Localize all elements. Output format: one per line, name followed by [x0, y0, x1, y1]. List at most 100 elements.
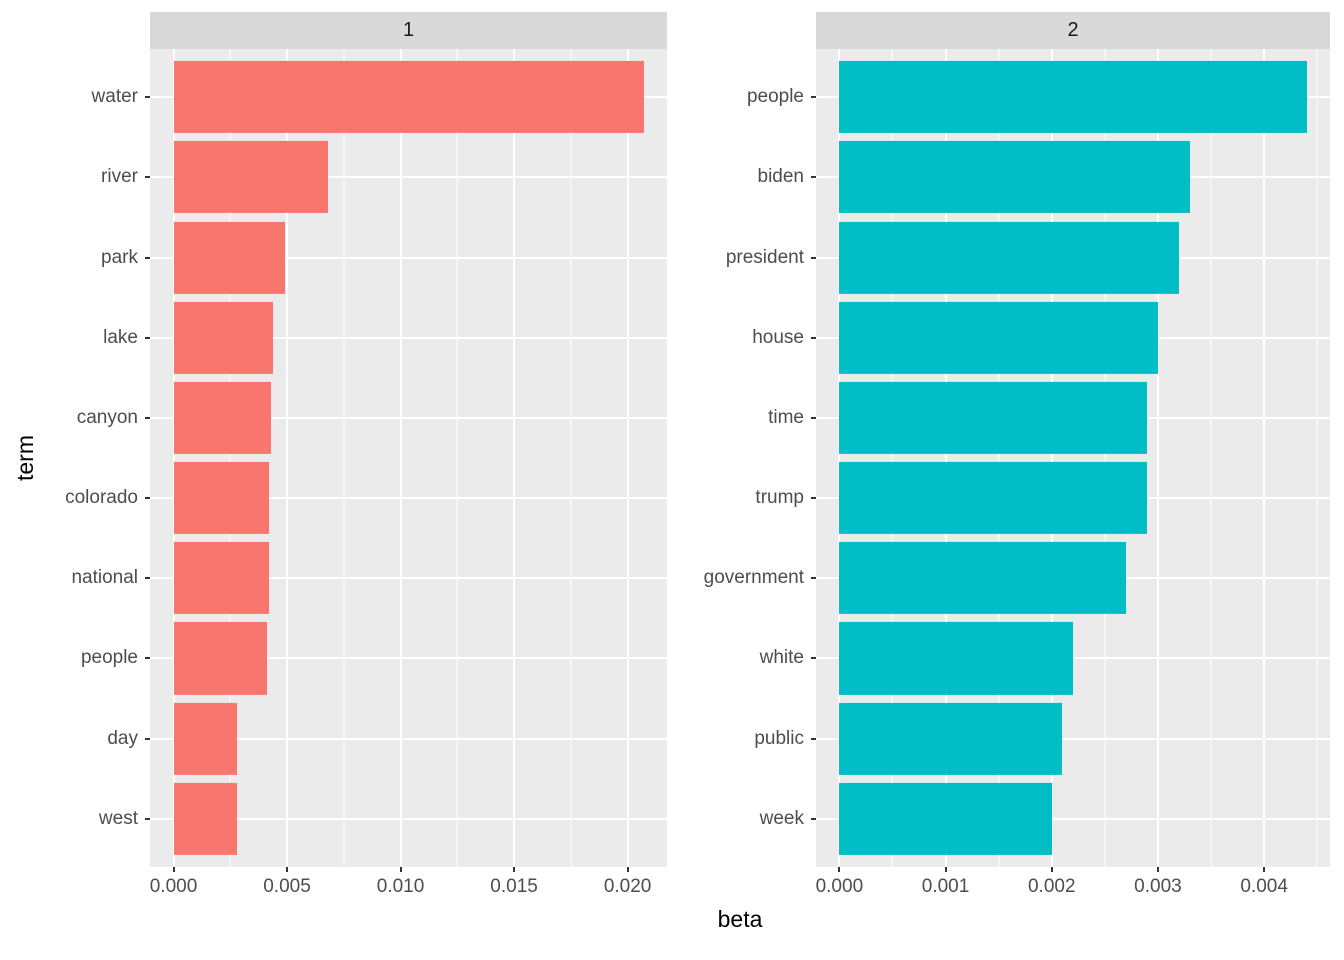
y-tick-mark [145, 657, 150, 660]
gridline-major [944, 49, 947, 867]
y-tick-label-west: west [98, 807, 138, 829]
y-tick-label-colorado: colorado [65, 487, 138, 509]
x-tick-label: 0.003 [1134, 876, 1182, 897]
y-tick-mark [811, 336, 816, 339]
y-tick-mark [145, 416, 150, 419]
y-tick-mark [811, 737, 816, 740]
gridline-minor [343, 49, 345, 867]
gridline-category [150, 577, 667, 580]
gridline-major [1156, 49, 1159, 867]
bar-government [839, 542, 1127, 615]
bar-people [173, 622, 267, 695]
gridline-category [150, 416, 667, 419]
gridline-major [1263, 49, 1266, 867]
gridline-category [150, 256, 667, 259]
y-tick-label-people: people [80, 647, 138, 669]
gridline-category [150, 497, 667, 500]
gridline-minor [1104, 49, 1106, 867]
y-tick-label-president: president [725, 246, 804, 268]
x-tick-mark [838, 867, 841, 872]
bar-west [173, 782, 238, 855]
bar-river [173, 141, 328, 214]
bar-park [173, 221, 285, 294]
bar-day [173, 702, 238, 775]
bar-time [839, 381, 1148, 454]
gridline-category [150, 817, 667, 820]
x-tick-label: 0.000 [149, 876, 198, 897]
y-tick-mark [811, 256, 816, 259]
bar-week [839, 782, 1052, 855]
bar-water [173, 61, 644, 134]
x-tick-mark [513, 867, 516, 872]
facet-2-panel [816, 49, 1330, 867]
y-tick-label-house: house [752, 326, 804, 348]
y-tick-mark [811, 577, 816, 580]
facet-2-x-axis: 0.000 0.001 0.002 0.003 0.004 [816, 867, 1330, 901]
y-tick-mark [145, 336, 150, 339]
bar-house [839, 301, 1158, 374]
y-tick-mark [811, 176, 816, 179]
bar-colorado [173, 462, 269, 535]
x-tick-label: 0.000 [815, 876, 864, 897]
facet-2-y-axis-labels: people biden president house time trump govern… [685, 49, 816, 867]
y-tick-mark [811, 416, 816, 419]
gridline-minor [998, 49, 1000, 867]
y-tick-label-public: public [754, 727, 804, 749]
bar-white [839, 622, 1073, 695]
y-axis-title-text: term [11, 435, 38, 481]
y-tick-label-time: time [768, 406, 804, 428]
bar-people [839, 61, 1307, 134]
x-tick-label: 0.005 [263, 876, 311, 897]
y-tick-label-day: day [107, 727, 138, 749]
gridline-minor [1316, 49, 1318, 867]
gridline-category [150, 176, 667, 179]
gridline-minor [456, 49, 458, 867]
bar-canyon [173, 381, 272, 454]
gridline-major [172, 49, 175, 867]
gridline-major [838, 49, 841, 867]
y-tick-label-national: national [71, 567, 138, 589]
y-tick-mark [145, 96, 150, 99]
y-tick-label-week: week [759, 807, 804, 829]
y-tick-label-lake: lake [103, 326, 138, 348]
x-tick-label: 0.001 [921, 876, 970, 897]
gridline-major [399, 49, 402, 867]
x-tick-mark [1156, 867, 1159, 872]
x-axis-title: beta [717, 906, 763, 932]
x-tick-mark [172, 867, 175, 872]
facet-2-strip: 2 [816, 12, 1330, 49]
bar-lake [173, 301, 274, 374]
facet-1-strip: 1 [150, 12, 667, 49]
x-tick-label: 0.020 [603, 876, 652, 897]
gridline-major [626, 49, 629, 867]
gridline-category [816, 737, 1330, 740]
x-tick-label: 0.002 [1027, 876, 1076, 897]
bar-national [173, 542, 269, 615]
bar-trump [839, 462, 1148, 535]
y-tick-label-people: people [746, 86, 804, 108]
y-axis-title: term [8, 49, 42, 867]
gridline-category [150, 737, 667, 740]
gridline-minor [570, 49, 572, 867]
y-tick-mark [145, 256, 150, 259]
facets-container: 1 water river park lake canyon colorado nation… [45, 12, 1330, 901]
gridline-category [150, 657, 667, 660]
y-tick-label-river: river [101, 166, 138, 188]
y-tick-label-canyon: canyon [76, 406, 138, 428]
x-tick-mark [626, 867, 629, 872]
gridline-major [286, 49, 289, 867]
x-tick-label: 0.015 [490, 876, 538, 897]
x-tick-mark [399, 867, 402, 872]
gridline-major [1050, 49, 1053, 867]
facet-1-panel [150, 49, 667, 867]
x-tick-mark [944, 867, 947, 872]
x-tick-mark [286, 867, 289, 872]
gridline-minor [229, 49, 231, 867]
y-tick-mark [811, 817, 816, 820]
y-tick-mark [145, 737, 150, 740]
gridline-category [816, 817, 1330, 820]
bar-president [839, 221, 1180, 294]
gridline-minor [1210, 49, 1212, 867]
gridline-major [513, 49, 516, 867]
gridline-minor [891, 49, 893, 867]
